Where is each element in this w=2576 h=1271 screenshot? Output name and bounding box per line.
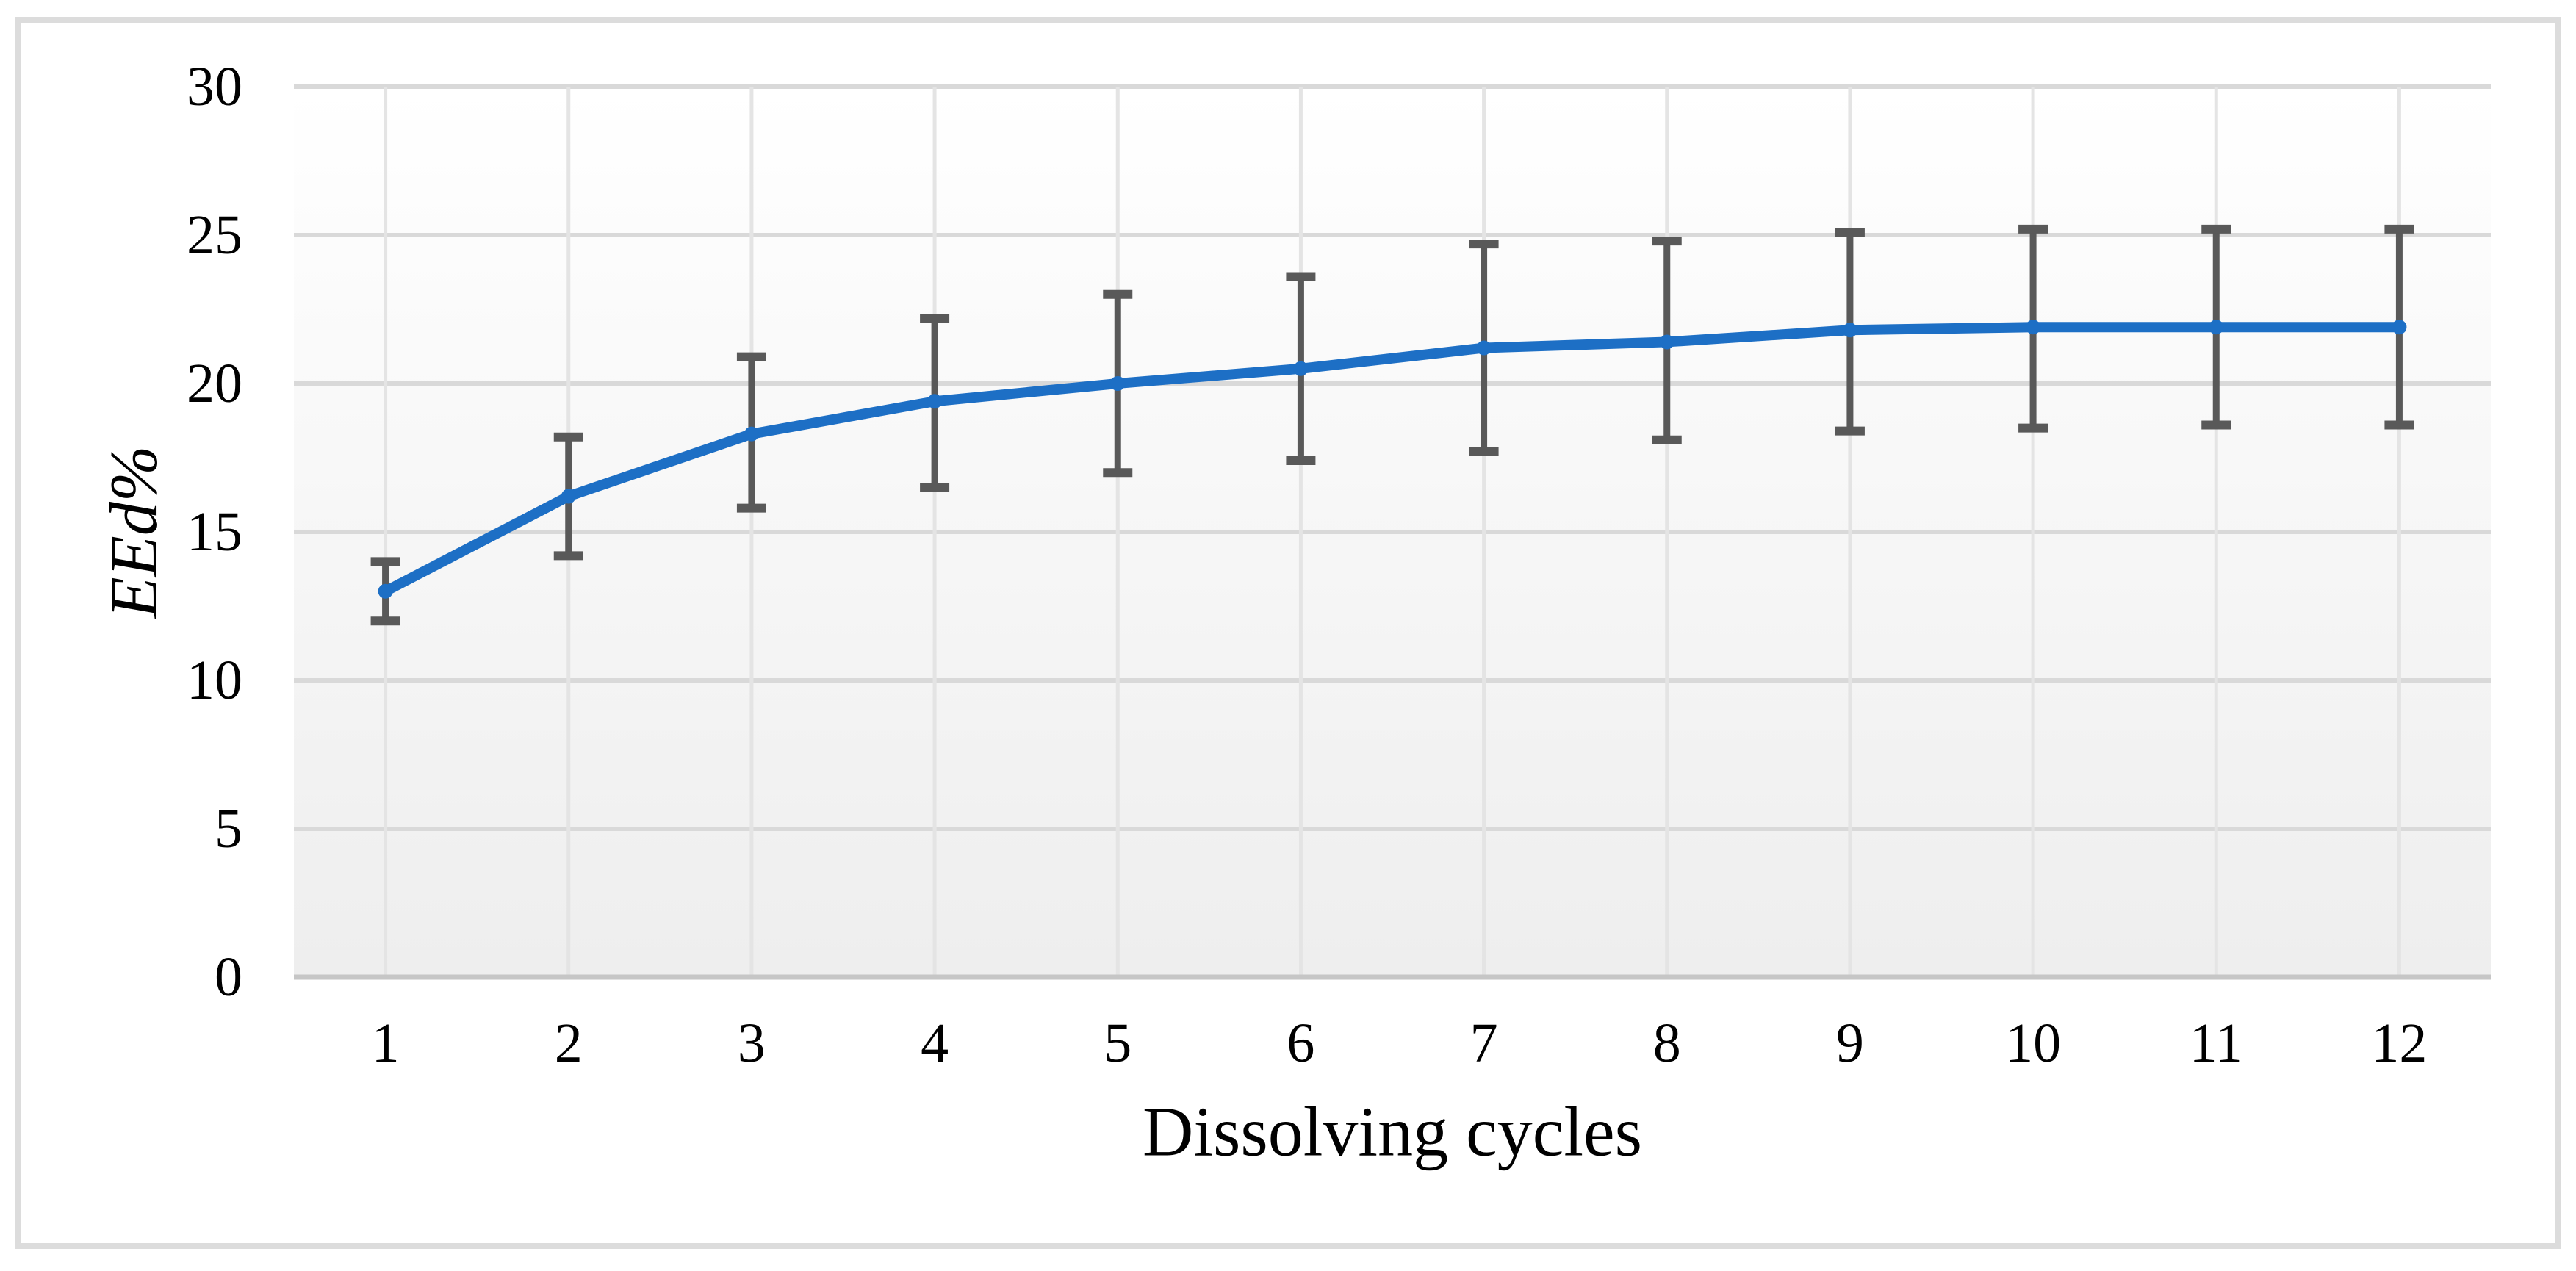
- x-tick-label: 6: [1287, 1012, 1314, 1074]
- data-point: [1110, 376, 1126, 391]
- x-tick-label: 10: [2005, 1012, 2061, 1074]
- x-tick-label: 7: [1470, 1012, 1498, 1074]
- y-tick-label: 30: [187, 56, 242, 118]
- y-tick-label: 10: [187, 649, 242, 711]
- y-axis-title: EEd%: [96, 445, 171, 619]
- data-point: [1476, 340, 1492, 356]
- x-tick-label: 11: [2190, 1012, 2243, 1074]
- x-tick-label: 9: [1836, 1012, 1864, 1074]
- data-point: [561, 489, 576, 504]
- data-point: [1659, 334, 1674, 350]
- data-point: [1842, 323, 1857, 338]
- y-tick-label: 5: [215, 798, 242, 860]
- x-tick-label: 4: [921, 1012, 949, 1074]
- data-point: [1293, 361, 1309, 376]
- data-point: [2209, 320, 2224, 335]
- data-point: [2026, 320, 2041, 335]
- x-tick-label: 2: [555, 1012, 583, 1074]
- y-tick-label: 20: [187, 353, 242, 414]
- x-axis-title: Dissolving cycles: [1143, 1092, 1642, 1171]
- x-tick-label: 12: [2371, 1012, 2427, 1074]
- y-tick-label: 25: [187, 204, 242, 266]
- x-tick-label: 8: [1653, 1012, 1681, 1074]
- data-point: [2392, 320, 2407, 335]
- x-tick-label: 5: [1104, 1012, 1132, 1074]
- data-point: [927, 394, 943, 409]
- data-point: [378, 583, 393, 599]
- x-tick-label: 3: [738, 1012, 766, 1074]
- data-point: [744, 426, 759, 442]
- y-tick-label: 0: [215, 946, 242, 1008]
- x-tick-label: 1: [372, 1012, 400, 1074]
- series-line: [380, 322, 2405, 597]
- y-tick-label: 15: [187, 501, 242, 563]
